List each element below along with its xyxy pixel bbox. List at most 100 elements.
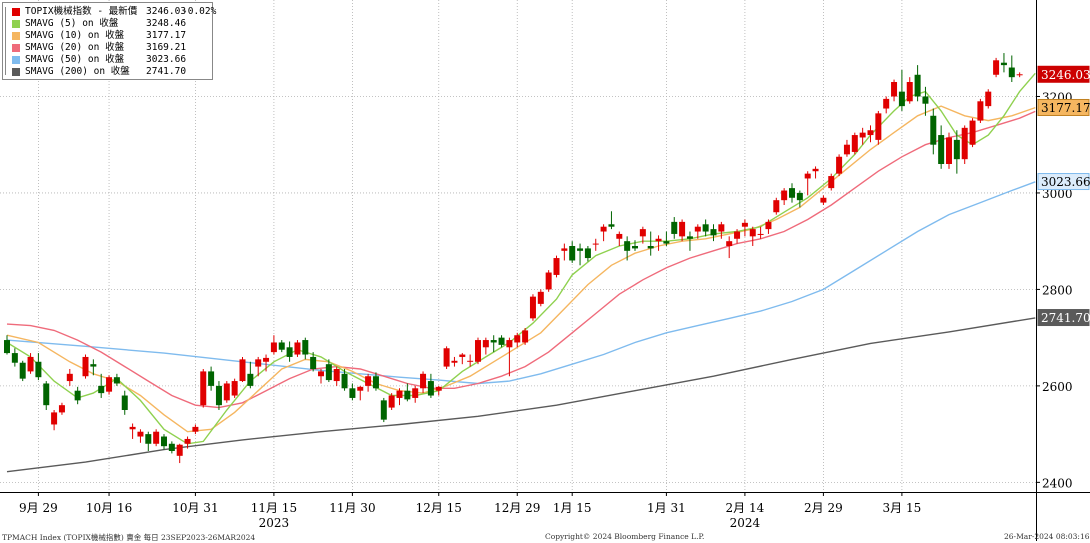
candle-body	[341, 373, 348, 389]
candle-body	[420, 373, 427, 389]
candle-body	[333, 369, 340, 382]
legend-swatch	[12, 32, 20, 40]
candle-body	[569, 246, 576, 261]
series-line	[6, 181, 1036, 385]
candle-body	[506, 340, 513, 348]
candle-body	[898, 91, 905, 107]
x-year-label: 2024	[730, 516, 761, 530]
candle-body	[600, 226, 607, 232]
x-tick-label: 1月 31	[647, 501, 686, 515]
series-line	[6, 110, 1036, 409]
candle-body	[522, 330, 529, 343]
y-tick-label: 3000	[1042, 187, 1073, 201]
candle-body	[710, 229, 717, 236]
candle-body	[58, 405, 65, 413]
candle-body	[781, 190, 788, 201]
candle-body	[906, 82, 913, 102]
candle-body	[529, 296, 536, 319]
candle-body	[451, 360, 458, 363]
candle-body	[655, 238, 662, 242]
candle-body	[113, 377, 120, 384]
x-tick-label: 2月 14	[726, 501, 765, 515]
legend-row: SMAVG (20) on 收盤 3169.21	[3, 42, 212, 54]
candle-body	[765, 221, 772, 230]
legend-value: 3248.46	[146, 18, 187, 29]
last-value-badge	[1037, 309, 1090, 327]
series-line	[6, 317, 1036, 473]
legend-label: SMAVG (50) on 收盤	[25, 54, 125, 65]
x-tick-label: 3月 15	[883, 501, 922, 515]
candle-body	[891, 82, 898, 97]
x-tick-label: 1月 15	[553, 501, 592, 515]
candle-body	[357, 386, 364, 391]
candle-body	[608, 224, 615, 227]
candle-body	[168, 443, 175, 451]
candle-body	[930, 115, 937, 145]
legend-value: 3177.17	[146, 30, 187, 41]
candle-body	[192, 426, 199, 432]
candle-body	[396, 390, 403, 398]
candle-body	[828, 176, 835, 189]
legend-value: 3169.21	[146, 42, 187, 53]
candle-body	[302, 340, 309, 355]
candle-body	[1016, 74, 1023, 76]
candle-body	[993, 60, 1000, 75]
legend-label: SMAVG (10) on 收盤	[25, 30, 125, 41]
candle-body	[820, 197, 827, 203]
legend-row: SMAVG (5) on 收盤 3248.46	[3, 18, 212, 30]
candle-body	[875, 113, 882, 140]
candle-body	[263, 357, 270, 362]
candle-body	[859, 132, 866, 138]
candle-body	[90, 364, 97, 367]
candle-body	[1000, 62, 1007, 66]
candle-body	[43, 383, 50, 406]
candle-body	[278, 342, 285, 350]
legend-label: SMAVG (200) on 收盤	[25, 66, 130, 77]
candle-body	[553, 258, 560, 275]
candle-body	[624, 241, 631, 251]
candle-body	[184, 438, 191, 444]
candle-body	[145, 434, 152, 444]
candle-body	[632, 246, 638, 249]
candle-body	[467, 360, 474, 362]
x-tick-label: 11月 30	[329, 501, 375, 515]
candle-body	[734, 231, 741, 239]
legend-label: TOPIX機械指数 - 最新價	[25, 6, 138, 17]
candle-body	[475, 340, 481, 362]
candle-body	[98, 385, 105, 394]
candle-body	[577, 248, 584, 251]
candle-body	[1008, 67, 1015, 78]
candle-body	[74, 390, 81, 401]
candle-body	[51, 412, 58, 425]
candle-body	[514, 335, 521, 343]
legend-label: SMAVG (20) on 收盤	[25, 42, 125, 53]
candle-body	[404, 390, 411, 400]
last-value-label: 3177.17	[1041, 101, 1090, 115]
candle-body	[161, 436, 167, 447]
candle-body	[255, 359, 262, 367]
last-value-label: 3246.03	[1041, 68, 1090, 82]
candle-body	[836, 156, 843, 174]
candle-body	[200, 371, 207, 406]
candle-body	[11, 353, 18, 363]
candle-body	[639, 229, 646, 237]
candle-body	[946, 137, 952, 164]
candle-body	[686, 236, 693, 239]
candle-body	[66, 373, 73, 382]
x-tick-label: 10月 31	[172, 501, 218, 515]
chart-legend: TOPIX機械指数 - 最新價 3246.03 -0.02% SMAVG (5) on…	[2, 2, 216, 80]
legend-swatch	[12, 8, 20, 16]
legend-swatch	[12, 56, 20, 64]
candle-body	[380, 400, 387, 420]
candle-body	[349, 388, 356, 398]
candle-body	[592, 243, 599, 245]
legend-label: SMAVG (5) on 收盤	[25, 18, 119, 29]
candle-body	[694, 226, 701, 232]
last-value-badge	[1037, 98, 1090, 116]
candle-body	[969, 120, 976, 145]
candle-body	[4, 340, 10, 354]
candle-body	[757, 233, 764, 235]
candle-body	[412, 388, 419, 398]
series-line	[6, 105, 1036, 433]
legend-bracket	[5, 7, 6, 75]
